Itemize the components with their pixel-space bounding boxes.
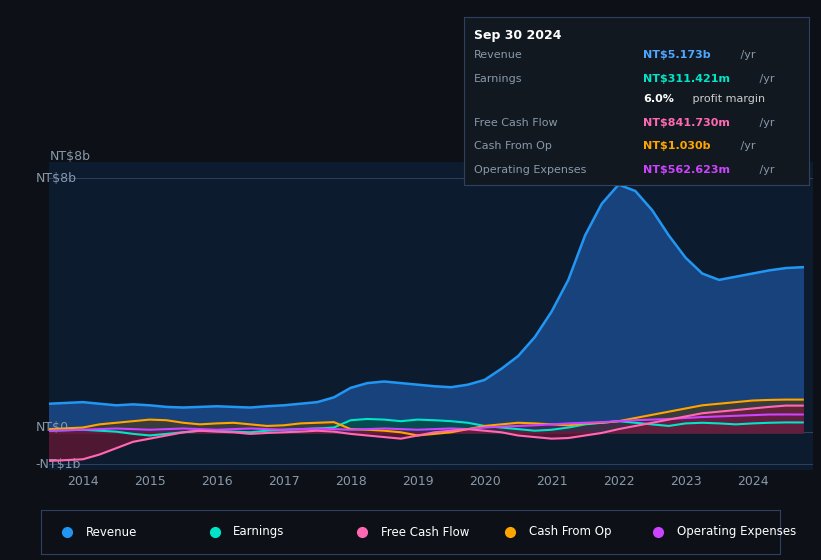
Text: Operating Expenses: Operating Expenses <box>677 525 796 539</box>
Text: 6.0%: 6.0% <box>643 94 674 104</box>
Text: /yr: /yr <box>737 50 755 60</box>
Text: Cash From Op: Cash From Op <box>475 141 552 151</box>
Text: Revenue: Revenue <box>85 525 137 539</box>
Text: NT$8b: NT$8b <box>36 172 77 185</box>
Text: NT$0: NT$0 <box>36 421 69 434</box>
Text: -NT$1b: -NT$1b <box>36 458 81 470</box>
Text: NT$8b: NT$8b <box>49 150 90 162</box>
Text: /yr: /yr <box>756 74 775 84</box>
Text: NT$841.730m: NT$841.730m <box>643 118 730 128</box>
Text: /yr: /yr <box>756 118 775 128</box>
Text: Cash From Op: Cash From Op <box>529 525 611 539</box>
Text: NT$1.030b: NT$1.030b <box>643 141 711 151</box>
Text: /yr: /yr <box>756 165 775 175</box>
Text: Free Cash Flow: Free Cash Flow <box>381 525 470 539</box>
Text: /yr: /yr <box>737 141 755 151</box>
Text: Revenue: Revenue <box>475 50 523 60</box>
Text: NT$311.421m: NT$311.421m <box>643 74 730 84</box>
Text: Free Cash Flow: Free Cash Flow <box>475 118 557 128</box>
Text: Earnings: Earnings <box>475 74 523 84</box>
Text: Earnings: Earnings <box>233 525 285 539</box>
Text: NT$5.173b: NT$5.173b <box>643 50 711 60</box>
Text: Sep 30 2024: Sep 30 2024 <box>475 29 562 41</box>
Text: Operating Expenses: Operating Expenses <box>475 165 586 175</box>
Text: profit margin: profit margin <box>689 94 765 104</box>
Text: NT$562.623m: NT$562.623m <box>643 165 730 175</box>
